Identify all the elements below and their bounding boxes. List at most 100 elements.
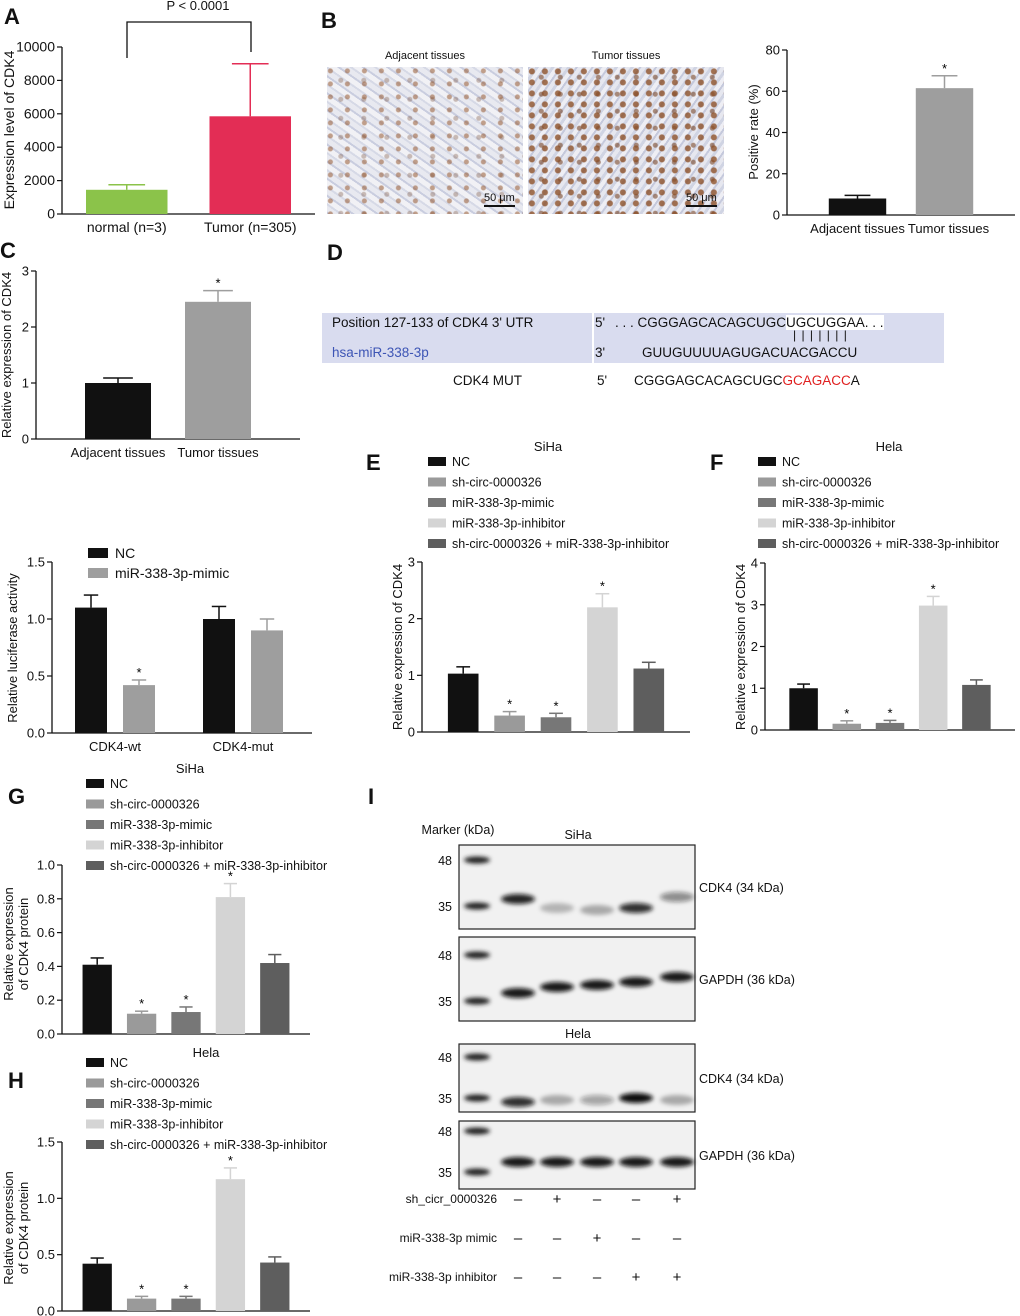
- utr-seq-site: UGCUGGAA. . .: [786, 315, 884, 330]
- y-axis-label: Relative expression: [1, 1171, 16, 1284]
- y-tick-label: 2: [22, 320, 29, 335]
- marker-band: [464, 1094, 490, 1102]
- y-tick-label: 0.5: [27, 669, 45, 684]
- significance-star: *: [139, 996, 144, 1011]
- y-tick-label: 6000: [24, 105, 55, 121]
- legend-label: miR-338-3p-inhibitor: [110, 839, 223, 853]
- marker-tick-label: 48: [438, 1051, 452, 1065]
- bar: [215, 897, 246, 1034]
- legend-swatch: [86, 799, 104, 809]
- panel-label-f: F: [710, 450, 724, 475]
- legend-label: sh-circ-0000326: [110, 1077, 200, 1091]
- chart-title: Hela: [876, 439, 904, 454]
- protein-band: [540, 1095, 574, 1105]
- significance-star: *: [228, 869, 233, 884]
- mut-seq-post: A: [850, 373, 860, 388]
- blot-frame: [458, 1120, 696, 1190]
- legend-label: NC: [115, 545, 135, 561]
- bar: [447, 673, 479, 732]
- y-tick-label: 0: [773, 208, 780, 223]
- protein-band: [619, 977, 653, 987]
- marker-tick-label: 35: [438, 1166, 452, 1180]
- legend-label: sh-circ-0000326: [110, 798, 200, 812]
- blot-membrane: [458, 1043, 696, 1113]
- blot-row-label: CDK4 (34 kDa): [699, 1072, 784, 1086]
- y-tick-label: 2000: [24, 172, 55, 188]
- treatment-sign: –: [593, 1191, 602, 1208]
- blot-membrane: [458, 1120, 696, 1190]
- treatment-sign: +: [632, 1269, 641, 1286]
- mut-sequence: CGGGAGCACAGCUGCGCAGACCA: [634, 373, 860, 388]
- protein-band: [660, 1157, 694, 1167]
- treatment-sign: +: [673, 1269, 682, 1286]
- legend-swatch: [86, 1140, 104, 1149]
- micrograph-title-adjacent: Adjacent tissues: [384, 50, 466, 62]
- protein-band: [501, 1097, 535, 1107]
- legend-label: NC: [110, 1056, 128, 1070]
- mirna-sequence: GUUGUUUUAGUGACUACGACCU: [642, 345, 858, 360]
- marker-tick-label: 35: [438, 1092, 452, 1106]
- y-tick-label: 0.5: [37, 1247, 55, 1262]
- blot-frame: [458, 1043, 696, 1113]
- panel-label-e: E: [366, 450, 381, 475]
- legend-label: sh-circ-0000326 + miR-338-3p-inhibitor: [110, 859, 327, 873]
- treatment-label: miR-338-3p mimic: [400, 1231, 497, 1245]
- legend-swatch: [428, 518, 446, 528]
- marker-band: [464, 997, 490, 1005]
- micrograph-adjacent-tissues: [327, 67, 523, 214]
- marker-band: [464, 902, 490, 910]
- bar: [918, 605, 948, 730]
- legend-swatch: [88, 548, 108, 558]
- significance-star: *: [139, 1281, 144, 1296]
- utr-sequence: . . . CGGGAGCACAGCUGCUGCUGGAA. . .: [615, 315, 884, 330]
- bar: [123, 685, 155, 733]
- x-tick-label: Tumor tissues: [177, 445, 259, 460]
- treatment-sign: –: [514, 1269, 523, 1286]
- y-tick-label: 0: [47, 206, 55, 222]
- bar: [962, 684, 991, 730]
- x-tick-label: CDK4-wt: [89, 739, 141, 754]
- marker-tick-label: 35: [438, 995, 452, 1009]
- significance-star: *: [183, 1281, 188, 1296]
- protein-band: [501, 1157, 535, 1167]
- y-tick-label: 1.0: [37, 858, 55, 873]
- legend-label: sh-circ-0000326 + miR-338-3p-inhibitor: [110, 1138, 327, 1152]
- significance-star: *: [600, 579, 605, 594]
- y-tick-label: 1: [751, 681, 758, 696]
- bar: [75, 607, 107, 733]
- y-tick-label: 2: [751, 639, 758, 654]
- protein-band: [580, 905, 614, 915]
- y-tick-label: 2: [408, 611, 415, 626]
- legend-swatch: [86, 1099, 104, 1108]
- legend-label: sh-circ-0000326 + miR-338-3p-inhibitor: [782, 537, 999, 551]
- bar: [85, 189, 168, 214]
- marker-tick-label: 48: [438, 949, 452, 963]
- base-pairing: | | | | | | |: [793, 328, 848, 342]
- bar: [789, 688, 818, 730]
- y-tick-label: 0: [22, 432, 29, 447]
- significance-star: *: [942, 61, 947, 76]
- legend-swatch: [758, 498, 776, 507]
- legend-label: NC: [782, 455, 800, 469]
- treatment-label: sh_cicr_0000326: [406, 1192, 498, 1206]
- utr-prime: 5': [595, 315, 606, 330]
- bar: [828, 198, 887, 215]
- cell-line-label-hela: Hela: [565, 1027, 591, 1041]
- legend-swatch: [86, 1078, 104, 1088]
- y-tick-label: 1.0: [37, 1191, 55, 1206]
- legend-swatch: [428, 457, 446, 466]
- legend-swatch: [428, 477, 446, 487]
- panel-label-b: B: [321, 8, 337, 33]
- micrograph-tumor-tissues: [528, 67, 724, 214]
- protein-band: [501, 894, 535, 904]
- legend-label: sh-circ-0000326: [452, 476, 542, 490]
- y-axis-label: Positive rate (%): [746, 84, 761, 179]
- x-tick-label: Adjacent tissues: [71, 445, 166, 460]
- treatment-sign: –: [514, 1191, 523, 1208]
- scale-bar-tumor: 50 μm: [686, 192, 717, 207]
- legend-swatch: [88, 568, 108, 578]
- bar: [126, 1013, 157, 1034]
- panel-label-h: H: [8, 1068, 24, 1093]
- x-tick-label: CDK4-mut: [213, 739, 274, 754]
- y-axis-label: Relative expression of CDK4: [0, 272, 14, 438]
